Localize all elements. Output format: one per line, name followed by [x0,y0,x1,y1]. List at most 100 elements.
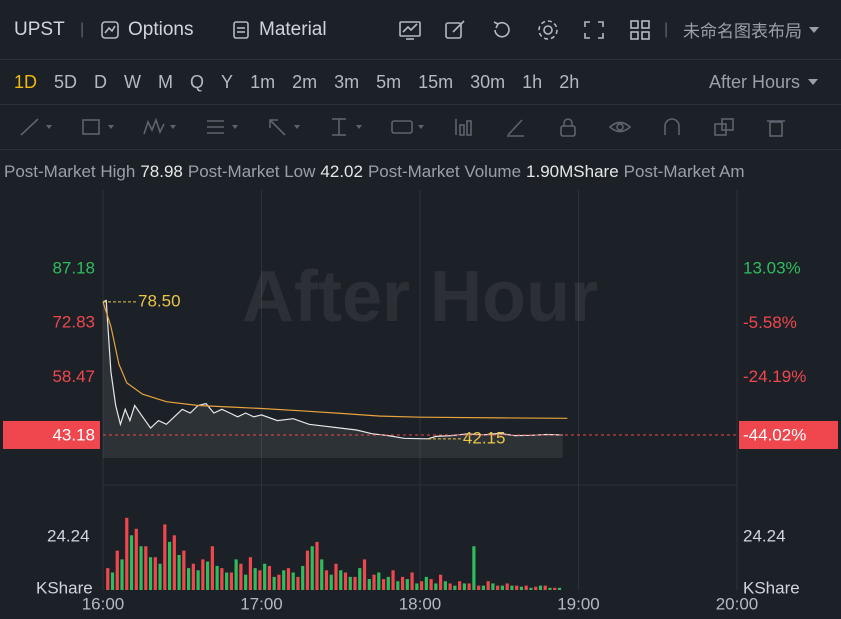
last-change-label: -44.02% [743,425,806,444]
volume-bar [229,572,233,590]
y-tick-label: 24.24 [47,526,90,545]
measure-tool[interactable] [328,116,364,138]
volume-bar [510,585,514,590]
volume-bar [472,546,476,590]
material-icon [233,20,249,39]
volume-bar [415,583,419,590]
y2-tick-label: -5.58% [743,313,797,332]
volume-bar [125,517,129,590]
lock-tool[interactable] [556,116,582,138]
fib-tool[interactable] [204,116,240,138]
session-menu[interactable]: After Hours [709,72,820,93]
timeframe[interactable]: 1m [250,71,276,92]
y-tick-label: 87.18 [52,259,95,278]
timeframe[interactable]: D [94,71,108,92]
watermark: After Hour [242,257,598,337]
toolbar-icons [398,19,652,41]
volume-bar [339,570,343,590]
volume-bar [139,546,143,590]
volume-bar [272,576,276,590]
volume-bar [163,524,167,590]
clone-tool[interactable] [712,116,738,138]
volume-bar [239,563,243,590]
price-line [102,299,563,440]
timeframe[interactable]: 3m [334,71,360,92]
volume-bar [248,557,253,590]
y2-tick-label: -24.19% [743,367,806,386]
volume-bar [301,565,305,590]
volume-bar [263,563,267,590]
fullscreen-icon[interactable] [582,19,606,41]
text-tool[interactable] [390,116,426,138]
volume-bar [405,579,409,590]
indicator-icon[interactable] [398,19,422,41]
wave-tool[interactable] [142,116,178,138]
timeframe[interactable]: 2h [559,71,580,92]
timeframe[interactable]: 1h [522,71,543,92]
pen-tool[interactable] [504,116,530,138]
timeframe[interactable]: W [124,71,142,92]
timeframe[interactable]: 5m [376,71,402,92]
volume-bar [477,585,481,590]
volume-bar [496,585,500,590]
volume-bar [334,563,338,590]
reset-icon[interactable] [490,19,514,41]
volume-bar [386,576,390,590]
volume-bar [120,559,124,590]
volume-bar [234,559,238,590]
volume-bar [481,585,485,590]
layout-icon[interactable] [628,19,652,41]
rect-tool[interactable] [80,116,116,138]
volume-bar [282,570,286,590]
volume-bar [167,541,172,590]
volume-bar [267,565,272,590]
eye-tool[interactable] [608,116,634,138]
settings-icon[interactable] [536,19,560,41]
volume-bar [220,568,224,590]
volume-bar [443,581,447,590]
volume-bar [458,581,462,590]
stat-value: 78.98 [140,162,183,181]
timeframe[interactable]: Y [221,71,234,92]
material-label: Material [259,18,327,40]
volume-bar [148,557,153,590]
volume-bar [434,583,438,590]
volume-bar [305,550,310,590]
drawing-toolbar [0,105,841,150]
bars-tool[interactable] [452,116,478,138]
delete-tool[interactable] [764,116,790,138]
timeframe[interactable]: M [158,71,174,92]
volume-bar [557,587,562,590]
volume-bar [453,585,457,590]
timeframe[interactable]: 2m [292,71,318,92]
volume-bar [505,583,509,590]
top-toolbar: UPST | Options Material | 未命名图表布局 [0,0,841,60]
draw-icon[interactable] [444,19,468,41]
layout-menu[interactable]: 未命名图表布局 [683,17,821,42]
options-button[interactable]: Options [100,19,193,41]
volume-bar [553,587,557,590]
timeframe[interactable]: 5D [54,71,78,92]
timeframe[interactable]: 30m [470,71,506,92]
line-tool[interactable] [18,116,54,138]
magnet-tool[interactable] [660,116,686,138]
volume-bar [377,572,381,590]
arrow-tool[interactable] [266,116,302,138]
material-button[interactable]: Material [231,19,327,41]
last-change-box [739,420,838,449]
last-price-box [3,420,100,449]
symbol[interactable]: UPST [14,18,65,40]
volume-bar [115,550,119,590]
timeframe[interactable]: 15m [418,71,454,92]
timeframe[interactable]: Q [190,71,205,92]
timeframe[interactable]: 1D [14,71,38,92]
volume-bar [462,583,466,590]
volume-bar [524,585,528,590]
volume-bar [448,583,452,590]
volume-bar [320,559,324,590]
stat-value: 1.90MShare [526,162,619,181]
volume-bar [215,565,219,590]
timeframe-bar: 1D 5D D W M Q Y 1m 2m 3m 5m 15m 30m 1h 2h After Hours [0,60,841,105]
last-price-label: 43.18 [52,425,95,444]
